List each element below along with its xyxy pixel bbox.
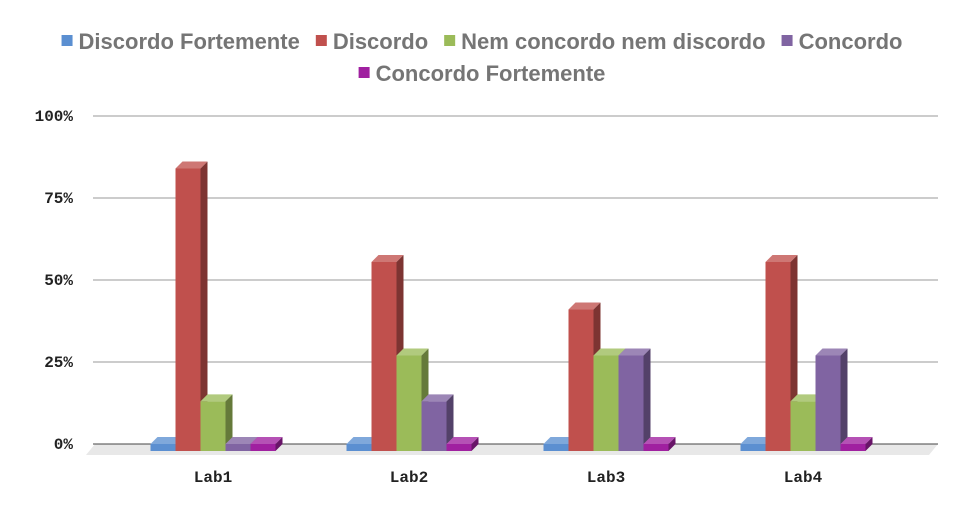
bar-front [765, 261, 791, 451]
legend-item: Discordo Fortemente [61, 29, 300, 54]
legend-label: Nem concordo nem discordo [461, 29, 765, 54]
bar-front [446, 444, 472, 451]
legend-swatch [315, 35, 327, 46]
bar-front [396, 355, 422, 451]
legend-item: Concordo Fortemente [358, 61, 606, 86]
x-category-label: Lab2 [390, 469, 428, 487]
bar-front [150, 444, 176, 451]
bar-side [225, 394, 233, 451]
bar-top [568, 302, 601, 310]
y-tick-label: 75% [44, 190, 73, 208]
bar-top [593, 348, 626, 356]
bar-side [446, 394, 454, 451]
bar [250, 437, 283, 451]
chart-floor [86, 444, 938, 455]
bar-top [371, 254, 404, 262]
legend-item: Discordo [315, 29, 428, 54]
legend-swatch [61, 35, 73, 46]
bar-side [840, 348, 848, 451]
y-tick-label: 100% [35, 108, 74, 126]
bar-top [446, 437, 479, 444]
legend-label: Discordo [333, 29, 428, 54]
bar [815, 348, 848, 451]
bar-front [740, 444, 766, 451]
bar-side [471, 437, 479, 451]
bars [150, 161, 873, 452]
bar-front [568, 309, 594, 451]
bar-front [421, 401, 447, 451]
bar [446, 437, 479, 451]
legend-swatch [358, 67, 370, 78]
bar-front [618, 355, 644, 451]
x-category-label: Lab1 [194, 469, 232, 487]
bar-top [346, 437, 379, 444]
bar-front [815, 355, 841, 451]
bar-top [421, 394, 454, 402]
bar-top [150, 437, 183, 444]
bar-side [643, 348, 651, 451]
bar [840, 437, 873, 451]
bar-front [175, 168, 201, 452]
legend-label: Concordo [799, 29, 903, 54]
bar-top [396, 348, 429, 356]
legend-swatch [444, 35, 456, 46]
bar-front [371, 261, 397, 451]
bar-front [840, 444, 866, 451]
bar-top [250, 437, 283, 444]
legend-label: Concordo Fortemente [376, 61, 606, 86]
bar-top [765, 254, 798, 262]
bar-front [593, 355, 619, 451]
bar [175, 161, 208, 452]
bar-side [865, 437, 873, 451]
bar-top [225, 437, 258, 444]
x-axis-categories: Lab1 Lab2 Lab3 Lab4 [194, 469, 823, 487]
bar-top [643, 437, 676, 444]
bar-side [668, 437, 676, 451]
bar-top [175, 161, 208, 169]
legend-item: Nem concordo nem discordo [444, 29, 766, 54]
legend: Discordo Fortemente Discordo Nem concordo … [61, 29, 903, 86]
bar-front [225, 444, 251, 451]
bar-front [543, 444, 569, 451]
bar-front [250, 444, 276, 451]
x-category-label: Lab3 [587, 469, 625, 487]
bar-top [815, 348, 848, 356]
bar [618, 348, 651, 451]
bar-front [643, 444, 669, 451]
bar-top [543, 437, 576, 444]
bar [643, 437, 676, 451]
bar-top [618, 348, 651, 356]
legend-item: Concordo [781, 29, 903, 54]
legend-swatch [781, 35, 793, 46]
bar-top [200, 394, 233, 402]
bar [421, 394, 454, 451]
bar [396, 348, 429, 451]
bar-side [200, 161, 208, 452]
bar-top [790, 394, 823, 402]
y-tick-label: 25% [44, 354, 73, 372]
y-axis-ticks: 0% 25% 50% 75% 100% [35, 108, 74, 454]
legend-label: Discordo Fortemente [79, 29, 300, 54]
bar [200, 394, 233, 451]
bar-top [840, 437, 873, 444]
bar-front [790, 401, 816, 451]
y-tick-label: 50% [44, 272, 73, 290]
bar-front [346, 444, 372, 451]
y-tick-label: 0% [54, 436, 74, 454]
x-category-label: Lab4 [784, 469, 823, 487]
bar-side [275, 437, 283, 451]
bar-top [740, 437, 773, 444]
bar-front [200, 401, 226, 451]
